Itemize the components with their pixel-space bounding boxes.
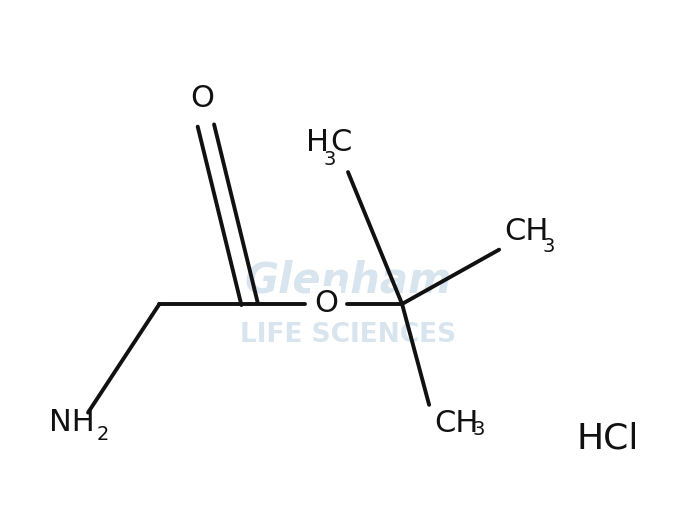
Text: LIFE SCIENCES: LIFE SCIENCES [240, 322, 456, 348]
Text: O: O [314, 290, 338, 318]
Text: C: C [331, 127, 352, 157]
Text: CH: CH [505, 216, 549, 245]
Text: 3: 3 [324, 150, 336, 170]
Text: NH: NH [49, 408, 94, 437]
Text: Glenham: Glenham [244, 259, 452, 302]
Text: 2: 2 [97, 425, 109, 444]
Text: H: H [306, 127, 329, 157]
Text: CH: CH [435, 409, 479, 438]
Text: 3: 3 [473, 420, 485, 439]
Text: 3: 3 [543, 237, 555, 256]
Text: O: O [191, 84, 214, 113]
Text: HCl: HCl [577, 421, 639, 456]
